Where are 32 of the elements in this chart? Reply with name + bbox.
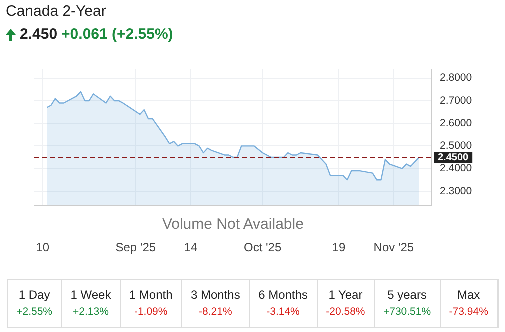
- text: 1 Month: [129, 288, 173, 302]
- text: Max: [458, 288, 480, 302]
- text: 1 Day: [18, 288, 50, 302]
- text: Volume Not Available: [162, 216, 304, 234]
- text: 6 Months: [258, 288, 308, 302]
- y-tick-label: 2.4000: [440, 162, 472, 175]
- text: 1 Year: [328, 288, 363, 302]
- ref-line-label: 2.4500: [438, 152, 470, 164]
- y-tick-label: 2.6000: [440, 117, 472, 130]
- chart-title: Canada 2-Year: [6, 3, 106, 20]
- y-tick-label: 2.7000: [440, 94, 472, 107]
- text: -8.21%: [198, 306, 234, 318]
- text: 1 Week: [70, 288, 112, 302]
- text: +2.55%: [16, 306, 54, 318]
- chart-subtitle: 2.450 +0.061 (+2.55%): [20, 26, 174, 43]
- text: +2.13%: [72, 306, 110, 318]
- x-tick-label: Sep '25: [116, 240, 156, 255]
- text: -3.14%: [266, 306, 301, 318]
- x-tick-label: 19: [332, 240, 346, 255]
- text: +730.51%: [382, 306, 432, 318]
- x-tick-label: Oct '25: [244, 240, 282, 255]
- text: -1.09%: [133, 306, 169, 318]
- x-tick-label: Nov '25: [374, 240, 414, 255]
- text: -73.94%: [448, 306, 490, 318]
- text: 5 years: [388, 288, 427, 302]
- x-tick-label: 10: [36, 240, 50, 255]
- x-tick-label: 14: [184, 240, 198, 255]
- text: -20.58%: [325, 306, 366, 318]
- y-tick-label: 2.3000: [440, 185, 472, 198]
- text: 3 Months: [191, 288, 240, 302]
- y-tick-label: 2.5000: [440, 140, 472, 152]
- y-tick-label: 2.8000: [440, 72, 472, 84]
